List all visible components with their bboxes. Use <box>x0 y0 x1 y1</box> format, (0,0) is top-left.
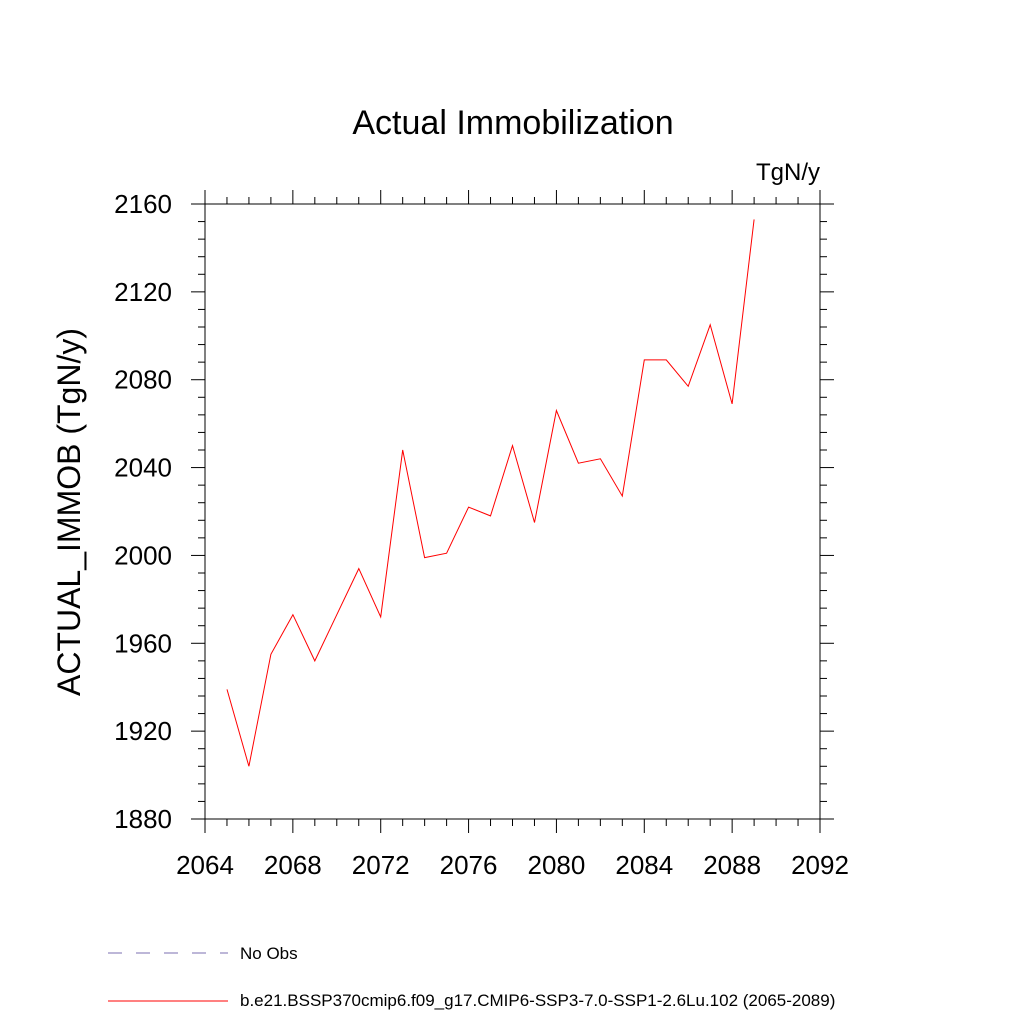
y-tick-label: 2000 <box>114 540 172 570</box>
units-label: TgN/y <box>756 159 820 186</box>
legend-label-series: b.e21.BSSP370cmip6.f09_g17.CMIP6-SSP3-7.… <box>240 991 835 1010</box>
series-layer <box>226 219 755 767</box>
y-tick-label: 1880 <box>114 804 172 834</box>
x-tick-label: 2064 <box>176 850 234 880</box>
x-tick-label: 2068 <box>264 850 322 880</box>
plot-frame <box>204 203 821 820</box>
series-line-0 <box>226 219 755 767</box>
y-tick-label: 2040 <box>114 453 172 483</box>
x-tick-label: 2084 <box>615 850 673 880</box>
y-tick-label: 2080 <box>114 365 172 395</box>
x-tick-label: 2076 <box>440 850 498 880</box>
legend: No Obs b.e21.BSSP370cmip6.f09_g17.CMIP6-… <box>108 944 835 1010</box>
chart-title: Actual Immobilization <box>352 104 673 142</box>
y-tick-label: 1960 <box>114 628 172 658</box>
x-tick-label: 2092 <box>791 850 849 880</box>
legend-label-no-obs: No Obs <box>240 944 298 963</box>
x-tick-label: 2088 <box>703 850 761 880</box>
y-tick-label: 2120 <box>114 277 172 307</box>
x-tick-label: 2072 <box>352 850 410 880</box>
axis-ticks <box>191 190 834 833</box>
tick-labels: 2064 2068 2072 2076 2080 2084 2088 2092 1880 1920… <box>114 189 849 880</box>
y-tick-label: 2160 <box>114 189 172 219</box>
y-tick-label: 1920 <box>114 716 172 746</box>
y-axis-label: ACTUAL_IMMOB (TgN/y) <box>51 328 87 696</box>
x-tick-label: 2080 <box>528 850 586 880</box>
